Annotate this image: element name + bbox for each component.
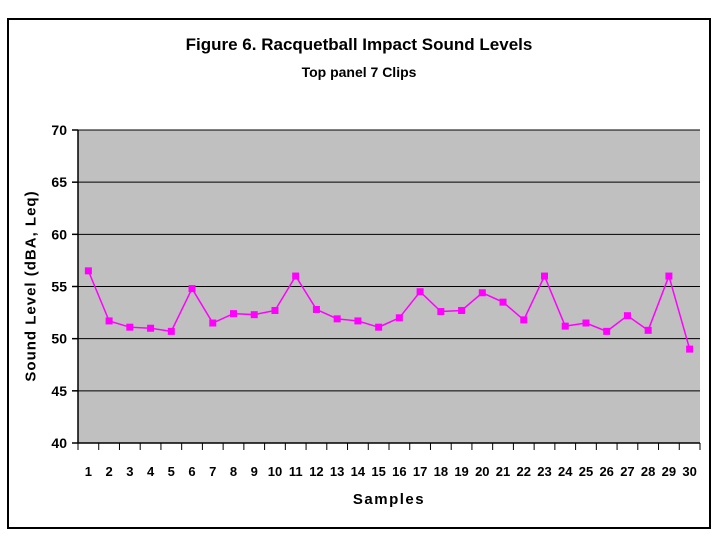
x-tick-label: 2 [105,464,112,479]
x-tick-label: 3 [126,464,133,479]
data-point [375,323,383,331]
chart-subtitle: Top panel 7 Clips [301,64,417,80]
x-tick-label: 14 [351,464,366,479]
x-tick-label: 15 [371,464,385,479]
y-tick-label: 70 [51,122,67,138]
x-tick-label: 29 [662,464,676,479]
data-point [603,327,611,335]
data-point [437,308,445,316]
data-point [84,267,92,275]
data-point [561,322,569,330]
x-tick-label: 23 [537,464,551,479]
data-point [665,272,673,280]
y-tick-label: 40 [51,435,67,451]
data-point [478,289,486,297]
data-point [292,272,300,280]
y-tick-label: 50 [51,331,67,347]
y-tick-label: 65 [51,174,67,190]
data-point [312,305,320,313]
y-tick-label: 55 [51,279,67,295]
data-point [395,314,403,322]
x-tick-label: 10 [268,464,282,479]
data-point [230,310,237,318]
x-tick-label: 21 [496,464,510,479]
x-tick-label: 22 [517,464,531,479]
x-tick-label: 5 [168,464,175,479]
data-point [520,316,528,324]
x-tick-label: 30 [682,464,696,479]
data-point [333,315,341,323]
x-tick-label: 1 [85,464,92,479]
x-tick-label: 16 [392,464,406,479]
x-tick-label: 25 [579,464,593,479]
data-point [458,306,466,314]
x-tick-label: 18 [434,464,448,479]
data-point [582,319,590,327]
x-tick-label: 26 [599,464,613,479]
data-point [167,327,175,335]
chart-title: Figure 6. Racquetball Impact Sound Level… [185,35,533,54]
x-tick-label: 4 [147,464,155,479]
x-tick-label: 24 [558,464,573,479]
data-point [623,312,631,320]
x-tick-label: 19 [454,464,468,479]
data-point [147,324,155,332]
data-point [126,323,134,331]
x-axis-title: Samples [352,491,426,508]
data-point [354,317,362,325]
x-tick-label: 11 [289,464,303,479]
x-tick-label: 28 [641,464,655,479]
x-tick-label: 9 [251,464,258,479]
data-point [271,306,279,314]
data-point [541,272,548,280]
y-tick-label: 45 [51,383,67,399]
y-tick-label: 60 [51,226,67,242]
data-point [499,298,507,306]
data-point [188,285,196,293]
chart-frame: 40 45 50 55 60 65 70 1 2 3 4 5 6 7 8 9 10 11 12 13 14 15 16 17 1… [7,18,711,529]
x-tick-label: 12 [309,464,323,479]
data-point [105,317,113,325]
x-tick-label: 8 [230,464,237,479]
data-point [644,326,652,334]
data-point [209,319,217,327]
x-tick-label: 17 [413,464,427,479]
data-point [250,311,258,319]
x-tick-label: 7 [209,464,216,479]
y-axis-title: Sound Level (dBA, Leq) [22,190,40,382]
x-tick-label: 20 [475,464,489,479]
data-point [686,345,694,353]
x-tick-label: 27 [620,464,634,479]
x-tick-label: 13 [330,464,344,479]
data-point [416,288,424,296]
x-tick-label: 6 [188,464,195,479]
